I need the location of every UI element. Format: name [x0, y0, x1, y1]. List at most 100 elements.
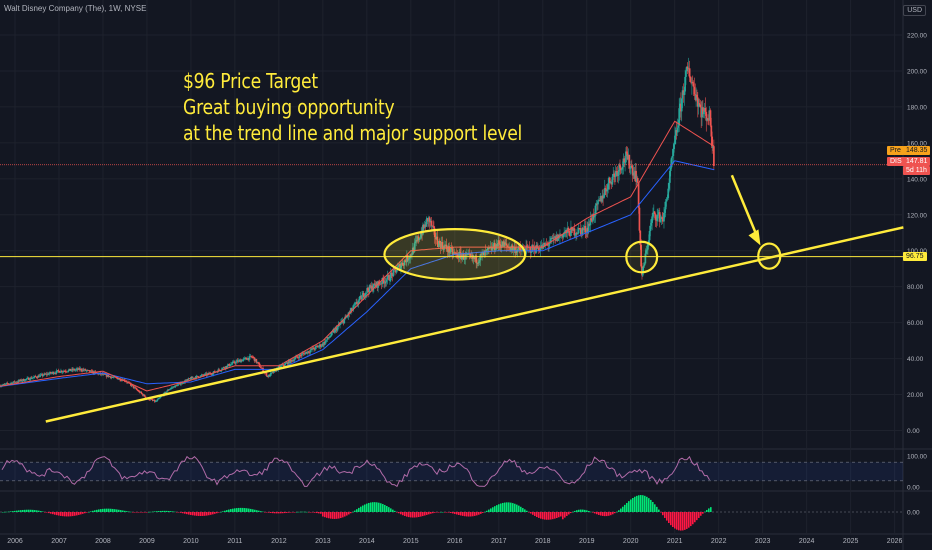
histogram-bar [486, 510, 488, 512]
histogram-bar [90, 511, 92, 512]
histogram-bar [232, 508, 234, 512]
histogram-bar [194, 512, 196, 516]
histogram-bar [432, 512, 434, 514]
histogram-bar [274, 512, 276, 514]
candle-body [358, 296, 361, 301]
histogram-bar [204, 512, 206, 516]
candle-body [608, 177, 611, 184]
histogram-bar [378, 502, 380, 512]
histogram-bar [254, 509, 256, 512]
y-tick-label: 140.00 [907, 176, 927, 183]
candle-body [711, 136, 714, 149]
candle-body [592, 213, 594, 222]
symbol-title: Walt Disney Company (The), 1W, NYSE [4, 4, 147, 13]
candle-body [575, 232, 577, 235]
histogram-bar [520, 506, 522, 512]
candle-body [116, 378, 119, 380]
histogram-bar [524, 509, 526, 512]
histogram-bar [538, 512, 540, 518]
candle-body [248, 356, 251, 360]
histogram-bar [32, 509, 34, 512]
candle-body [530, 252, 533, 253]
candle-body [262, 368, 264, 372]
histogram-bar [310, 512, 312, 513]
candle-body [134, 387, 137, 389]
histogram-bar [208, 512, 210, 516]
candle-body [618, 164, 620, 172]
histogram-bar [350, 512, 352, 514]
candle-body [671, 155, 674, 158]
candle-body [27, 377, 30, 380]
candle-body [229, 365, 231, 367]
y-tick-label: 0.00 [907, 428, 920, 435]
currency-badge[interactable]: USD [903, 5, 926, 16]
y-tick-label: 160.00 [907, 140, 927, 147]
candle-body [200, 375, 203, 377]
oscillator-line [1, 455, 710, 488]
histogram-bar [234, 508, 236, 512]
y-tick-label: 120.00 [907, 212, 927, 219]
candle-body [469, 254, 472, 256]
candle-body [644, 253, 647, 264]
histogram-bar [212, 512, 214, 515]
candle-body [158, 398, 160, 399]
candle-body [284, 363, 286, 366]
candle-body [353, 304, 356, 306]
histogram-bar [198, 512, 200, 516]
candle-body [343, 319, 346, 324]
histogram-bar [46, 512, 48, 513]
chart-axes: 2006 2007 2008 2009 2010 2011 2012 2013 2014 2015… [7, 33, 927, 545]
candle-body [250, 355, 253, 357]
histogram-bar [464, 512, 466, 517]
histogram-bar [322, 512, 324, 517]
candle-body [314, 346, 317, 350]
histogram-bar [146, 512, 148, 513]
candle-body [505, 243, 508, 246]
histogram-bar [368, 502, 370, 512]
candle-body [52, 372, 55, 374]
histogram-bar [676, 512, 678, 530]
histogram-bar [134, 512, 136, 513]
candle-body [666, 198, 669, 200]
candle-body [221, 368, 224, 370]
candle-body [331, 331, 334, 333]
candle-body [685, 71, 687, 77]
candle-body [402, 265, 405, 266]
histogram-bar [128, 511, 130, 512]
histogram-bar [608, 512, 610, 516]
candle-body [677, 125, 680, 128]
candle-body [233, 361, 236, 363]
x-tick-label: 2013 [315, 538, 331, 545]
histogram-bar [656, 506, 658, 512]
candle-body [330, 331, 333, 336]
candle-body [504, 242, 506, 245]
histogram-bar [492, 507, 494, 512]
candle-body [384, 281, 386, 284]
histogram-bar [132, 512, 134, 513]
histogram-bar [114, 509, 116, 512]
candle-body [394, 268, 396, 270]
candle-body [73, 369, 76, 371]
histogram-bar [582, 509, 584, 512]
histogram-bar [490, 508, 492, 512]
candle-body [319, 344, 322, 347]
candle-body [290, 359, 292, 361]
histogram-bar [512, 503, 514, 512]
histogram-bar [168, 510, 170, 512]
histogram-bar [446, 512, 448, 513]
candle-body [433, 226, 435, 229]
candle-body [594, 205, 597, 216]
histogram-bar [478, 512, 480, 515]
candle-body [197, 375, 199, 377]
histogram-bar [76, 512, 78, 516]
candle-body [362, 293, 365, 298]
candle-body [211, 374, 214, 376]
histogram-bar [74, 512, 76, 516]
histogram-bar [330, 512, 332, 519]
histogram-bar [24, 509, 26, 512]
candle-body [135, 387, 138, 390]
histogram-bar [626, 502, 628, 512]
histogram-bar [682, 512, 684, 531]
histogram-bar [544, 512, 546, 520]
